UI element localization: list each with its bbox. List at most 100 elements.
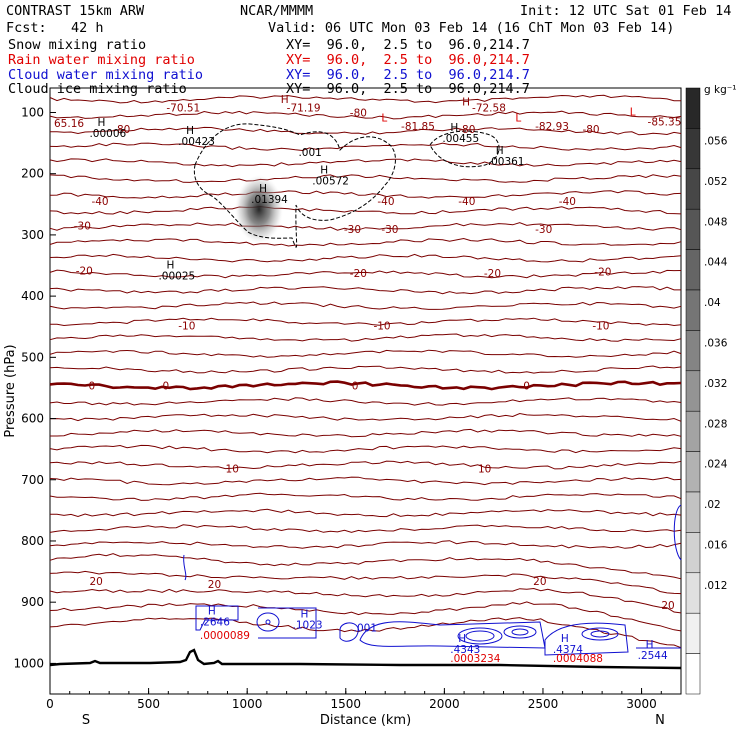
y-tick-label-8: 900 — [21, 595, 44, 609]
max-marker-13: H — [646, 639, 654, 651]
max-value-3: .00455 — [442, 133, 479, 145]
contour-label-28: 0 — [352, 380, 359, 392]
isotherm-12 — [49, 286, 681, 295]
isotherm-21 — [50, 428, 682, 438]
isotherm-0 — [49, 94, 681, 104]
cloud-water-core-1 — [465, 630, 495, 642]
contour-label-11: -40 — [91, 196, 108, 208]
isotherm-29 — [49, 553, 682, 580]
colorbar-segment-9 — [685, 451, 701, 493]
contour-label-15: -30 — [74, 221, 91, 233]
isotherm-27 — [49, 524, 682, 533]
cloud-ice-contour-main — [193, 123, 396, 248]
max-value-6: .01394 — [251, 194, 288, 206]
isotherm-2 — [50, 126, 682, 136]
isotherm-23 — [49, 460, 682, 470]
colorbar-segment-12 — [685, 572, 701, 614]
cloud-water-contour-6 — [359, 621, 546, 649]
field-cloud-water: Cloud water mixing ratio — [8, 67, 203, 83]
isotherm-7 — [49, 206, 682, 215]
max-marker-12: H — [561, 633, 569, 645]
contour-label-6: 65.16 — [54, 118, 84, 130]
cloud-water-contour-2 — [195, 605, 239, 631]
max-marker-1: H — [186, 125, 194, 137]
y-tick-label-2: 300 — [21, 228, 44, 242]
plot-frame — [49, 87, 682, 695]
max-marker-4: H — [496, 145, 504, 157]
isotherm-20 — [49, 412, 682, 422]
isotherm-33 — [49, 617, 682, 649]
contour-label-1: -71.19 — [287, 103, 321, 115]
colorbar-tick-6: .032 — [704, 378, 727, 390]
run-title: CONTRAST 15km ARW — [6, 3, 145, 19]
contour-label-5: -85.35 — [648, 117, 682, 129]
y-tick-label-3: 400 — [21, 289, 44, 303]
max-value-5: .00572 — [312, 176, 349, 188]
isotherm-17 — [49, 365, 682, 374]
cloud-water-contour-3 — [256, 612, 280, 632]
cloud-water-contour-3b — [265, 619, 271, 625]
isotherm-30 — [49, 570, 682, 595]
y-tick-label-9: 1000 — [13, 656, 44, 670]
center-title: NCAR/MMMM — [240, 3, 313, 19]
contour-label-25: -10 — [592, 321, 609, 333]
isotherm-32 — [49, 601, 682, 632]
contour-label-14: -40 — [559, 196, 576, 208]
colorbar-tick-4: .04 — [704, 297, 721, 309]
contour-label-8: -80 — [113, 124, 130, 136]
colorbar-segment-1 — [685, 128, 701, 170]
contour-label-17: -30 — [381, 224, 398, 236]
y-tick-label-6: 700 — [21, 473, 44, 487]
isotherm-14 — [50, 317, 682, 327]
max-value-9: .1023 — [293, 619, 323, 631]
contour-label-7: -80 — [350, 107, 367, 119]
colorbar-tick-8: .024 — [704, 459, 728, 471]
max-value-8: .2646 — [200, 616, 230, 628]
valid-time: Valid: 06 UTC Mon 03 Feb 14 (16 ChT Mon … — [268, 20, 674, 36]
isotherm-8 — [49, 222, 682, 231]
colorbar-tick-1: .052 — [704, 176, 727, 188]
isotherm-9 — [49, 237, 682, 247]
terrain-profile — [49, 648, 682, 670]
colorbar-tick-7: .028 — [704, 418, 727, 430]
max-marker-11: H — [458, 633, 466, 645]
contour-label-26: 0 — [89, 380, 96, 392]
isotherm-26 — [49, 508, 682, 518]
x-axis-label: Distance (km) — [320, 713, 411, 728]
isotherm-19 — [49, 397, 682, 406]
contour-label-36: H — [281, 94, 289, 106]
max-marker-5: H — [320, 165, 328, 177]
x-tick-label-5: 2500 — [528, 697, 559, 711]
contour-label-38: L — [381, 112, 387, 124]
y-tick-label-0: 100 — [21, 105, 44, 119]
isotherm-18 — [49, 380, 682, 391]
axes: 0 500 1000 1500 2000 2500 30001002003004005006… — [3, 105, 682, 728]
max-value-12: .4374 — [553, 644, 583, 656]
y-axis-label: Pressure (hPa) — [3, 344, 18, 437]
contour-label-2: -72.58 — [472, 103, 506, 115]
isotherm-1 — [49, 110, 682, 120]
contour-label-24: -10 — [373, 321, 390, 333]
isotherm-22 — [49, 444, 682, 454]
x-tick-label-4: 2000 — [429, 697, 460, 711]
cloud-ice-contours — [193, 123, 500, 248]
init-time: Init: 12 UTC Sat 01 Feb 14 — [520, 3, 731, 19]
colorbar-tick-9: .02 — [704, 499, 721, 511]
max-value-16: .0004088 — [553, 653, 603, 665]
max-value-4: .00361 — [488, 156, 525, 168]
colorbar-segment-2 — [685, 168, 701, 210]
colorbar-segment-7 — [685, 370, 701, 412]
max-marker-8: H — [208, 605, 216, 617]
terrain-line — [49, 648, 682, 670]
isotherm-28 — [49, 540, 682, 549]
isotherm-16 — [49, 349, 682, 358]
max-marker-7: H — [166, 260, 174, 272]
colorbar-tick-11: .012 — [704, 580, 727, 592]
colorbar-segment-4 — [685, 249, 701, 291]
forecast-hour: Fcst: 42 h — [6, 20, 104, 36]
max-value-15: .0003234 — [450, 653, 500, 665]
max-value-7: .00025 — [158, 271, 195, 283]
cloud-water-core-e1 — [590, 630, 610, 638]
isotherm-15 — [49, 333, 682, 342]
